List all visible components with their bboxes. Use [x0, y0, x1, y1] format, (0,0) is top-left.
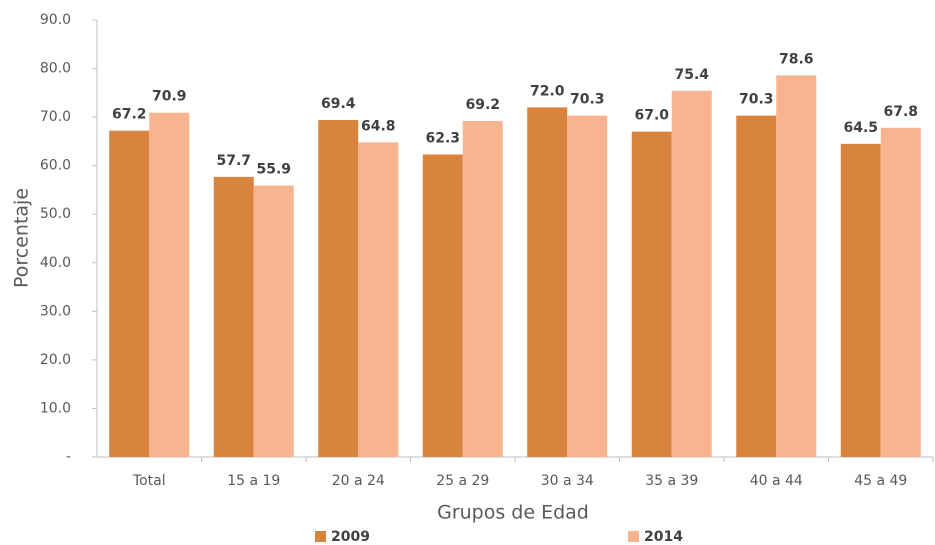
x-axis-title: Grupos de Edad: [437, 502, 589, 524]
value-label: 69.4: [321, 96, 356, 112]
bar: [213, 176, 254, 457]
value-label: 78.6: [779, 51, 814, 67]
bar: [527, 107, 568, 458]
bar: [358, 142, 399, 458]
y-tick-label: 80.0: [40, 61, 71, 77]
bar: [318, 120, 359, 457]
value-label: 70.3: [739, 92, 774, 108]
legend-swatch: [315, 531, 326, 542]
x-tick-label: 40 a 44: [750, 473, 803, 489]
x-tick-label: Total: [132, 473, 166, 489]
y-tick-label: 60.0: [40, 158, 71, 174]
x-tick-label: 15 a 19: [227, 473, 280, 489]
bar: [671, 90, 712, 457]
bar: [253, 185, 294, 457]
y-tick-label: 40.0: [40, 255, 71, 271]
y-tick-label: -: [66, 449, 71, 465]
value-label: 57.7: [216, 153, 251, 169]
x-tick-label: 25 a 29: [436, 473, 489, 489]
value-label: 55.9: [256, 162, 291, 178]
legend-label: 2014: [644, 529, 683, 545]
x-tick-label: 35 a 39: [645, 473, 698, 489]
value-label: 67.2: [112, 107, 147, 123]
bar: [840, 143, 881, 458]
legend-swatch: [628, 531, 639, 542]
y-axis-title: Porcentaje: [11, 188, 33, 288]
bar: [462, 120, 503, 458]
legend-label: 2009: [331, 529, 370, 545]
value-label: 62.3: [425, 130, 460, 146]
bar: [736, 115, 777, 457]
x-tick-label: 30 a 34: [541, 473, 594, 489]
value-label: 70.3: [570, 92, 605, 108]
value-label: 64.5: [843, 120, 878, 136]
value-label: 64.8: [361, 118, 396, 134]
y-tick-label: 50.0: [40, 206, 71, 222]
y-tick-label: 90.0: [40, 12, 71, 28]
bar: [631, 131, 672, 457]
bar: [567, 115, 608, 457]
y-tick-label: 20.0: [40, 352, 71, 368]
y-tick-label: 10.0: [40, 400, 71, 416]
value-label: 67.0: [634, 108, 669, 124]
bar: [109, 130, 150, 457]
y-tick-label: 30.0: [40, 303, 71, 319]
x-tick-label: 45 a 49: [854, 473, 907, 489]
bar: [149, 112, 190, 457]
y-tick-label: 70.0: [40, 109, 71, 125]
value-label: 75.4: [674, 67, 709, 83]
value-label: 69.2: [465, 97, 500, 113]
bar: [776, 75, 817, 457]
bar: [880, 127, 921, 457]
bar: [422, 154, 463, 457]
value-label: 72.0: [530, 83, 565, 99]
x-tick-label: 20 a 24: [332, 473, 385, 489]
value-label: 67.8: [883, 104, 918, 120]
value-label: 70.9: [152, 89, 187, 105]
